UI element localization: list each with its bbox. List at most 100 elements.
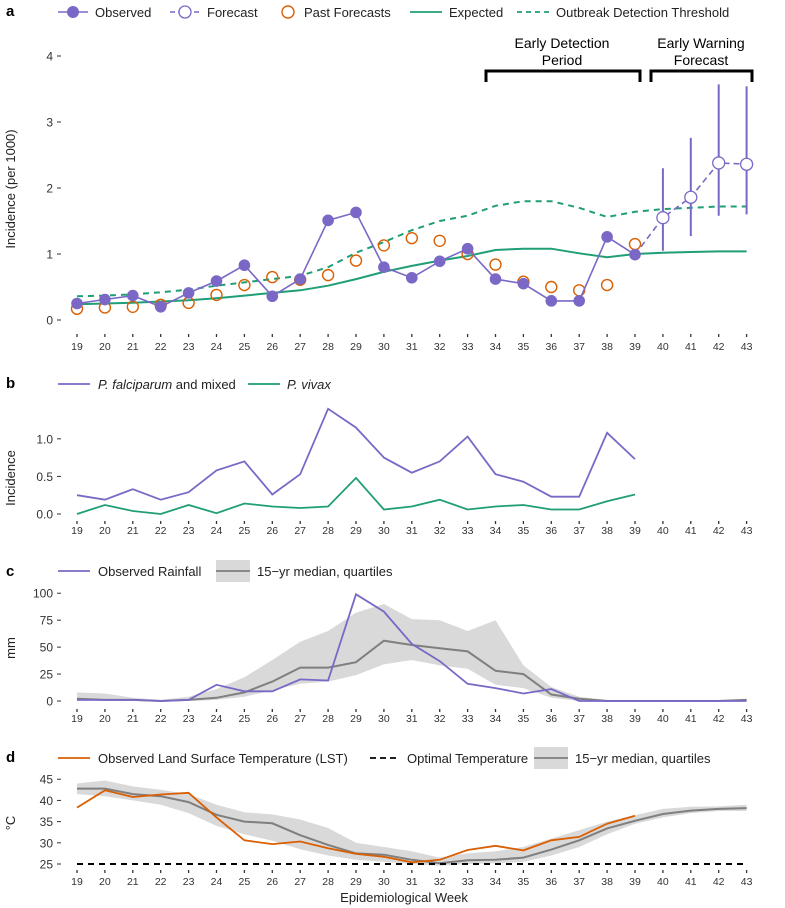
c-xtick-label-35: 35 xyxy=(518,713,530,725)
a-xtick-label-35: 35 xyxy=(518,341,530,353)
legend-falciparum-rest: and mixed xyxy=(172,377,236,392)
a-xtick-label-39: 39 xyxy=(629,341,641,353)
c-xtick-label-42: 42 xyxy=(713,713,725,725)
past-forecast-point-25 xyxy=(238,278,251,292)
b-xtick-label-36: 36 xyxy=(545,525,557,537)
c-xtick-label-38: 38 xyxy=(601,713,613,725)
panel-label-d: d xyxy=(6,749,15,766)
d-xtick-label-20: 20 xyxy=(99,876,111,888)
observed-point-36 xyxy=(545,295,558,307)
c-xtick-label-34: 34 xyxy=(490,713,502,725)
past-forecast-point-30 xyxy=(377,239,391,252)
d-xtick-label-22: 22 xyxy=(155,876,167,888)
d-xtick-label-21: 21 xyxy=(127,876,139,888)
a-xtick-label-24: 24 xyxy=(211,341,223,353)
observed-point-25 xyxy=(238,259,251,272)
d-ytick-label-35: 35 xyxy=(40,815,54,829)
d-xtick-label-29: 29 xyxy=(350,876,362,888)
d-xtick-label-24: 24 xyxy=(211,876,223,888)
observed-point-34 xyxy=(489,273,502,285)
annotation-early-warning-line2: Forecast xyxy=(674,52,729,68)
c-xtick-label-25: 25 xyxy=(239,713,251,725)
a-xtick-label-23: 23 xyxy=(183,341,195,353)
forecast-point-40 xyxy=(656,211,670,225)
c-xtick-label-24: 24 xyxy=(211,713,223,725)
annotation-early-detection: Early Detection Period xyxy=(484,35,642,82)
d-ytick-label-25: 25 xyxy=(40,858,54,872)
d-xtick-label-28: 28 xyxy=(322,876,334,888)
b-xtick-label-41: 41 xyxy=(685,525,697,537)
b-ytick-label-0: 0.0 xyxy=(36,508,53,522)
axis-title-b: Incidence xyxy=(3,450,18,506)
observed-point-29 xyxy=(350,206,362,219)
series-rainfall-line xyxy=(77,592,747,702)
observed-point-19 xyxy=(71,297,83,310)
past-forecast-point-38 xyxy=(600,278,614,292)
b-xtick-label-19: 19 xyxy=(71,525,83,537)
c-xtick-label-20: 20 xyxy=(99,713,111,725)
plot-b: 0.0 0.5 1.0 19 20 21 22 23 24 25 26 27 28 29 30 31 32 33 3… xyxy=(36,407,753,537)
a-xtick-label-31: 31 xyxy=(406,341,418,353)
legend-falciparum-italic: P. falciparum xyxy=(98,377,172,392)
c-xtick-label-41: 41 xyxy=(685,713,697,725)
legend-b: P. falciparum and mixed P. vivax xyxy=(58,377,331,392)
b-xtick-label-35: 35 xyxy=(518,525,530,537)
c-ytick-label-50: 50 xyxy=(40,641,54,655)
c-xtick-label-21: 21 xyxy=(127,713,139,725)
a-xtick-label-20: 20 xyxy=(99,341,111,353)
observed-point-32 xyxy=(433,255,446,268)
c-xtick-label-27: 27 xyxy=(294,713,306,725)
annotation-early-warning-line1: Early Warning xyxy=(657,35,744,51)
a-xtick-label-36: 36 xyxy=(545,341,557,353)
c-xtick-label-37: 37 xyxy=(573,713,585,725)
c-ytick-label-25: 25 xyxy=(40,668,54,682)
b-xtick-label-31: 31 xyxy=(406,525,418,537)
d-xtick-label-36: 36 xyxy=(545,876,557,888)
bracket-early-detection xyxy=(484,69,642,82)
c-xtick-label-36: 36 xyxy=(545,713,557,725)
a-xtick-label-19: 19 xyxy=(71,341,83,353)
a-xtick-label-22: 22 xyxy=(155,341,167,353)
observed-point-39 xyxy=(629,248,641,261)
past-forecast-point-36 xyxy=(545,280,558,294)
a-ytick-label-2: 2 xyxy=(46,182,53,196)
c-xtick-label-43: 43 xyxy=(741,713,753,725)
b-xtick-label-32: 32 xyxy=(434,525,446,537)
past-forecast-point-31 xyxy=(405,231,418,245)
axis-title-a: Incidence (per 1000) xyxy=(3,129,18,248)
a-ytick-label-4: 4 xyxy=(46,50,53,64)
c-xtick-label-23: 23 xyxy=(183,713,195,725)
d-xtick-label-23: 23 xyxy=(183,876,195,888)
c-xtick-label-22: 22 xyxy=(155,713,167,725)
legend-item-expected: Expected xyxy=(410,5,503,20)
d-ytick-label-40: 40 xyxy=(40,794,54,808)
a-xtick-label-26: 26 xyxy=(266,341,278,353)
c-xtick-label-26: 26 xyxy=(266,713,278,725)
plot-d: 25 30 35 40 45 19 20 21 22 23 24 25 26 27 28 29 30 31 32 33… xyxy=(40,773,753,888)
b-xtick-label-28: 28 xyxy=(322,525,334,537)
observed-point-37 xyxy=(573,295,585,307)
axis-title-d: °C xyxy=(3,816,18,831)
b-xtick-label-24: 24 xyxy=(211,525,223,537)
a-xtick-label-38: 38 xyxy=(601,341,613,353)
legend-label-lst: Observed Land Surface Temperature (LST) xyxy=(98,751,348,766)
temp-quartile-band xyxy=(77,780,747,866)
past-forecast-point-32 xyxy=(433,234,446,248)
past-forecast-point-24 xyxy=(210,288,223,302)
b-ytick-label-1: 1.0 xyxy=(36,432,53,446)
axis-title-c: mm xyxy=(3,637,18,659)
a-ytick-label-1: 1 xyxy=(46,248,53,262)
a-xtick-label-42: 42 xyxy=(713,341,725,353)
annotation-early-warning: Early Warning Forecast xyxy=(649,35,754,82)
d-xtick-label-35: 35 xyxy=(518,876,530,888)
b-xtick-label-23: 23 xyxy=(183,525,195,537)
a-xtick-label-43: 43 xyxy=(741,341,753,353)
a-xtick-label-28: 28 xyxy=(322,341,334,353)
d-xtick-label-37: 37 xyxy=(573,876,585,888)
b-xtick-label-38: 38 xyxy=(601,525,613,537)
legend-label-rain-median: 15−yr median, quartiles xyxy=(257,564,393,579)
legend-label-observed: Observed xyxy=(95,5,151,20)
b-xtick-label-30: 30 xyxy=(378,525,390,537)
